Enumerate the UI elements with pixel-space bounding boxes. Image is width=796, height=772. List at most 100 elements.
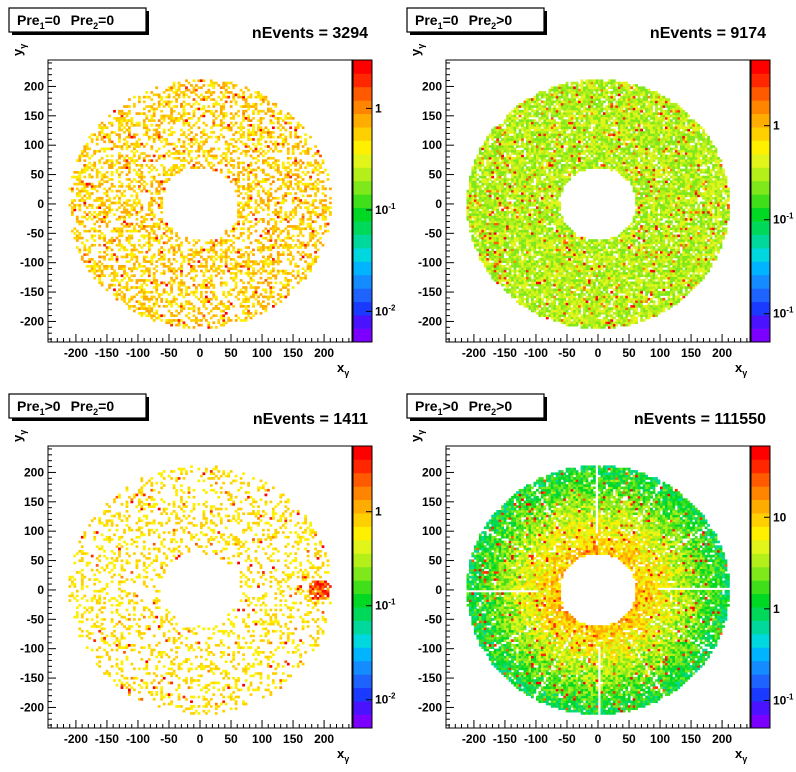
heatmap-cell [168, 249, 171, 252]
heatmap-cell [143, 298, 146, 301]
heatmap-cell [160, 298, 163, 301]
heatmap-cell [160, 282, 163, 285]
heatmap-cell [140, 305, 143, 308]
heatmap-cell [111, 256, 114, 259]
heatmap-cell [193, 103, 196, 106]
heatmap-cell [106, 190, 109, 193]
heatmap-cell [126, 148, 129, 151]
heatmap-cell [205, 141, 208, 144]
heatmap-cell [136, 197, 139, 200]
heatmap-cell [160, 263, 163, 266]
heatmap-cell [93, 235, 96, 238]
heatmap-cell [88, 157, 91, 160]
heatmap-cell [111, 148, 114, 151]
heatmap-cell [170, 277, 173, 280]
heatmap-cell [108, 286, 111, 289]
heatmap-cell [178, 150, 181, 153]
heatmap-cell [136, 223, 139, 226]
heatmap-cell [215, 82, 218, 85]
heatmap-cell [158, 249, 161, 252]
heatmap-cell [96, 143, 99, 146]
heatmap-cell [108, 164, 111, 167]
heatmap-cell [178, 94, 181, 97]
heatmap-cell [143, 244, 146, 247]
heatmap-cell [150, 176, 153, 179]
heatmap-cell [133, 148, 136, 151]
heatmap-cell [101, 126, 104, 129]
heatmap-cell [93, 185, 96, 188]
heatmap-cell [98, 277, 101, 280]
heatmap-cell [143, 227, 146, 230]
heatmap-cell [126, 272, 129, 275]
heatmap-cell [148, 274, 151, 277]
heatmap-cell [150, 225, 153, 228]
heatmap-cell [203, 274, 206, 277]
heatmap-cell [108, 122, 111, 125]
heatmap-cell [220, 270, 223, 273]
heatmap-cell [145, 131, 148, 134]
heatmap-cell [86, 230, 89, 233]
heatmap-cell [136, 159, 139, 162]
heatmap-cell [131, 119, 134, 122]
heatmap-cell [190, 166, 193, 169]
heatmap-cell [71, 199, 74, 202]
heatmap-cell [83, 188, 86, 191]
heatmap-cell [133, 145, 136, 148]
heatmap-cell [207, 150, 210, 153]
heatmap-cell [200, 296, 203, 299]
heatmap-cell [106, 211, 109, 214]
heatmap-cell [103, 244, 106, 247]
heatmap-cell [193, 256, 196, 259]
heatmap-cell [113, 230, 116, 233]
heatmap-cell [76, 246, 79, 249]
heatmap-cell [215, 244, 218, 247]
heatmap-cell [180, 159, 183, 162]
heatmap-cell [158, 94, 161, 97]
heatmap-cell [168, 310, 171, 313]
heatmap-cell [83, 260, 86, 263]
heatmap-cell [148, 242, 151, 245]
heatmap-cell [205, 138, 208, 141]
heatmap-cell [103, 173, 106, 176]
heatmap-cell [103, 148, 106, 151]
heatmap-cell [83, 216, 86, 219]
heatmap-cell [183, 307, 186, 310]
heatmap-cell [217, 303, 220, 306]
heatmap-cell [121, 291, 124, 294]
heatmap-cell [205, 157, 208, 160]
heatmap-cell [140, 246, 143, 249]
heatmap-cell [140, 216, 143, 219]
heatmap-cell [143, 145, 146, 148]
heatmap-cell [160, 117, 163, 120]
heatmap-cell [121, 265, 124, 268]
heatmap-cell [190, 307, 193, 310]
heatmap-cell [140, 223, 143, 226]
heatmap-cell [143, 279, 146, 282]
heatmap-cell [106, 223, 109, 226]
heatmap-cell [178, 89, 181, 92]
heatmap-cell [145, 242, 148, 245]
heatmap-cell [210, 126, 213, 129]
heatmap-cell [128, 105, 131, 108]
heatmap-cell [160, 103, 163, 106]
heatmap-cell [128, 305, 131, 308]
heatmap-cell [118, 136, 121, 139]
heatmap-cell [195, 296, 198, 299]
heatmap-cell [128, 213, 131, 216]
heatmap-cell [108, 133, 111, 136]
heatmap-cell [220, 282, 223, 285]
heatmap-cell [168, 133, 171, 136]
heatmap-cell [210, 246, 213, 249]
heatmap-cell [118, 180, 121, 183]
heatmap-cell [193, 279, 196, 282]
heatmap-cell [91, 218, 94, 221]
heatmap-cell [83, 225, 86, 228]
heatmap-cell [121, 204, 124, 207]
heatmap-cell [148, 105, 151, 108]
heatmap-cell [190, 126, 193, 129]
heatmap-cell [118, 138, 121, 141]
heatmap-cell [123, 218, 126, 221]
heatmap-cell [145, 124, 148, 127]
heatmap-cell [153, 178, 156, 181]
heatmap-cell [163, 129, 166, 132]
